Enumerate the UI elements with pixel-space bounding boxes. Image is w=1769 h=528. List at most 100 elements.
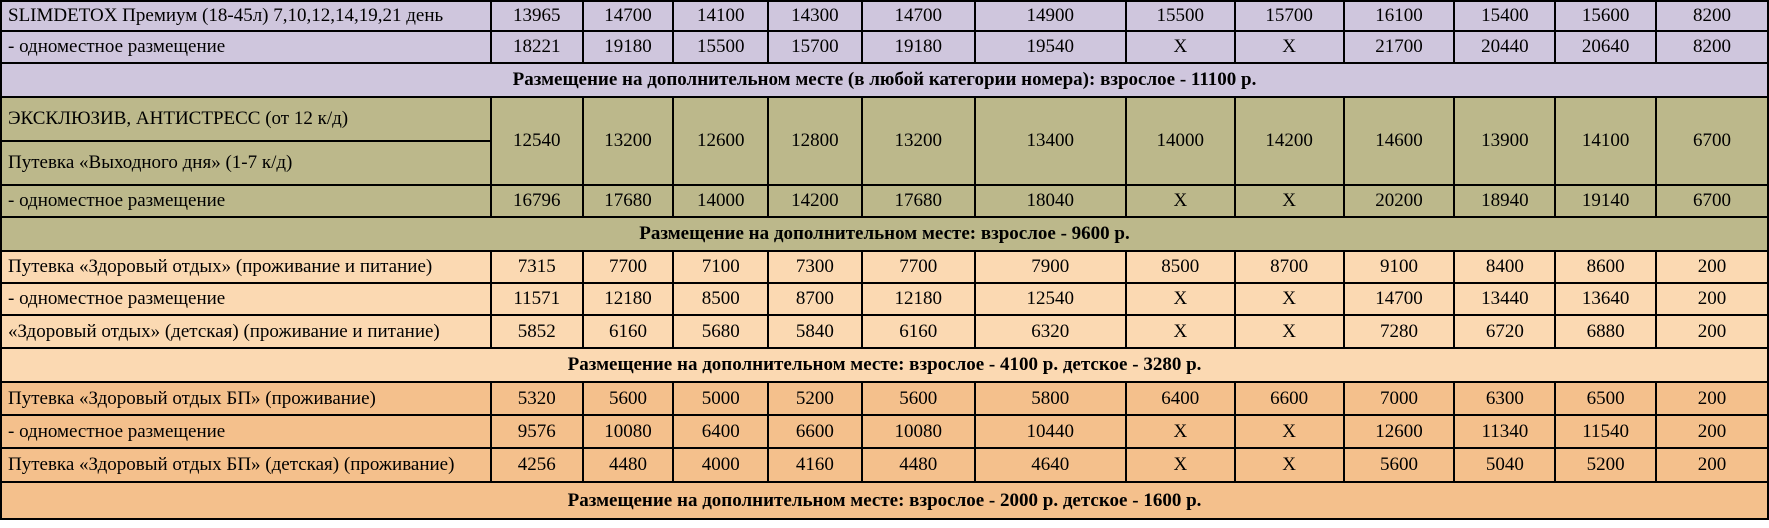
price-cell: X bbox=[1233, 447, 1345, 483]
price-cell: 7280 bbox=[1342, 314, 1456, 349]
row-label: - одноместное размещение bbox=[0, 414, 492, 449]
row-label: - одноместное размещение bbox=[0, 184, 492, 218]
price-cell: 18040 bbox=[973, 184, 1127, 218]
price-cell: 8400 bbox=[1453, 250, 1557, 284]
price-cell: 6400 bbox=[1124, 381, 1236, 416]
price-cell: 5600 bbox=[581, 381, 675, 416]
price-cell: X bbox=[1124, 30, 1236, 64]
price-cell: 200 bbox=[1655, 414, 1769, 449]
price-cell: 7300 bbox=[767, 250, 863, 284]
price-cell: 7000 bbox=[1342, 381, 1456, 416]
price-cell: 14200 bbox=[1233, 96, 1345, 186]
price-cell: 12800 bbox=[767, 96, 863, 186]
price-cell: 14000 bbox=[672, 184, 770, 218]
price-cell: 5680 bbox=[672, 314, 770, 349]
price-cell: 11571 bbox=[489, 282, 584, 316]
price-cell: 5800 bbox=[973, 381, 1127, 416]
price-cell: 14700 bbox=[581, 0, 675, 32]
price-cell: X bbox=[1233, 282, 1345, 316]
price-cell: 11540 bbox=[1554, 414, 1658, 449]
price-cell: 14700 bbox=[860, 0, 976, 32]
price-cell: 6320 bbox=[973, 314, 1127, 349]
price-cell: X bbox=[1124, 314, 1236, 349]
row-label: Путевка «Здоровый отдых БП» (детская) (п… bbox=[0, 447, 492, 483]
price-cell: X bbox=[1124, 414, 1236, 449]
price-cell: 14200 bbox=[767, 184, 863, 218]
price-cell: 5852 bbox=[489, 314, 584, 349]
price-cell: 5000 bbox=[672, 381, 770, 416]
price-cell: 4480 bbox=[581, 447, 675, 483]
price-cell: 5600 bbox=[1342, 447, 1456, 483]
row-label: Путевка «Здоровый отдых БП» (проживание) bbox=[0, 381, 492, 416]
row-label: - одноместное размещение bbox=[0, 282, 492, 316]
table-row: Путевка «Здоровый отдых» (проживание и п… bbox=[0, 250, 1769, 284]
price-cell: 200 bbox=[1655, 282, 1769, 316]
row-label: ЭКСКЛЮЗИВ, АНТИСТРЕСС (от 12 к/д) bbox=[0, 96, 492, 142]
price-cell: 15700 bbox=[1233, 0, 1345, 32]
row-label: SLIMDETOX Премиум (18-45л) 7,10,12,14,19… bbox=[0, 0, 492, 32]
table-row: Путевка «Здоровый отдых БП» (проживание)… bbox=[0, 381, 1769, 416]
section-footer-row: Размещение на дополнительном месте: взро… bbox=[0, 347, 1769, 383]
price-cell: 14100 bbox=[1554, 96, 1658, 186]
price-cell: 5600 bbox=[860, 381, 976, 416]
price-cell: 4640 bbox=[973, 447, 1127, 483]
price-cell: 4480 bbox=[860, 447, 976, 483]
price-cell: 6700 bbox=[1655, 184, 1769, 218]
table-row: SLIMDETOX Премиум (18-45л) 7,10,12,14,19… bbox=[0, 0, 1769, 32]
section-footer: Размещение на дополнительном месте (в лю… bbox=[0, 62, 1769, 98]
price-cell: 7100 bbox=[672, 250, 770, 284]
price-cell: 14900 bbox=[973, 0, 1127, 32]
price-cell: X bbox=[1233, 314, 1345, 349]
price-cell: 5200 bbox=[767, 381, 863, 416]
price-cell: 19540 bbox=[973, 30, 1127, 64]
section-footer: Размещение на дополнительном месте: взро… bbox=[0, 216, 1769, 252]
price-cell: 5320 bbox=[489, 381, 584, 416]
price-cell: 6600 bbox=[767, 414, 863, 449]
price-cell: 8200 bbox=[1655, 0, 1769, 32]
price-cell: 5040 bbox=[1453, 447, 1557, 483]
table-row: «Здоровый отдых» (детская) (проживание и… bbox=[0, 314, 1769, 349]
price-cell: 6300 bbox=[1453, 381, 1557, 416]
price-cell: 14700 bbox=[1342, 282, 1456, 316]
section-footer: Размещение на дополнительном месте: взро… bbox=[0, 347, 1769, 383]
price-cell: 15700 bbox=[767, 30, 863, 64]
price-cell: 6500 bbox=[1554, 381, 1658, 416]
price-cell: X bbox=[1233, 184, 1345, 218]
table-row: - одноместное размещение 16796 17680 140… bbox=[0, 184, 1769, 218]
row-label: Путевка «Здоровый отдых» (проживание и п… bbox=[0, 250, 492, 284]
price-cell: 6400 bbox=[672, 414, 770, 449]
price-cell: 7315 bbox=[489, 250, 584, 284]
price-cell: 21700 bbox=[1342, 30, 1456, 64]
price-cell: 6700 bbox=[1655, 96, 1769, 186]
price-cell: 8500 bbox=[1124, 250, 1236, 284]
table-row: - одноместное размещение 9576 10080 6400… bbox=[0, 414, 1769, 449]
price-cell: 12600 bbox=[1342, 414, 1456, 449]
price-cell: X bbox=[1124, 184, 1236, 218]
price-cell: 9576 bbox=[489, 414, 584, 449]
price-cell: 8200 bbox=[1655, 30, 1769, 64]
price-cell: 12540 bbox=[489, 96, 584, 186]
row-label: «Здоровый отдых» (детская) (проживание и… bbox=[0, 314, 492, 349]
price-cell: 9100 bbox=[1342, 250, 1456, 284]
price-cell: 8600 bbox=[1554, 250, 1658, 284]
price-cell: 7900 bbox=[973, 250, 1127, 284]
price-cell: 8700 bbox=[767, 282, 863, 316]
price-cell: 17680 bbox=[581, 184, 675, 218]
price-cell: 4000 bbox=[672, 447, 770, 483]
price-cell: 11340 bbox=[1453, 414, 1557, 449]
price-cell: 15500 bbox=[1124, 0, 1236, 32]
price-cell: 15400 bbox=[1453, 0, 1557, 32]
table-row: - одноместное размещение 18221 19180 155… bbox=[0, 30, 1769, 64]
price-cell: 200 bbox=[1655, 447, 1769, 483]
table-row: Путевка «Выходного дня» (1-7 к/д) bbox=[0, 140, 1768, 186]
price-cell: 13900 bbox=[1453, 96, 1557, 186]
price-cell: 5840 bbox=[767, 314, 863, 349]
price-cell: 18940 bbox=[1453, 184, 1557, 218]
table-row: ЭКСКЛЮЗИВ, АНТИСТРЕСС (от 12 к/д) 12540 … bbox=[0, 96, 1769, 186]
price-cell: 10080 bbox=[581, 414, 675, 449]
price-cell: 16796 bbox=[489, 184, 584, 218]
price-cell: 6720 bbox=[1453, 314, 1557, 349]
price-cell: 13640 bbox=[1554, 282, 1658, 316]
price-cell: 15600 bbox=[1554, 0, 1658, 32]
